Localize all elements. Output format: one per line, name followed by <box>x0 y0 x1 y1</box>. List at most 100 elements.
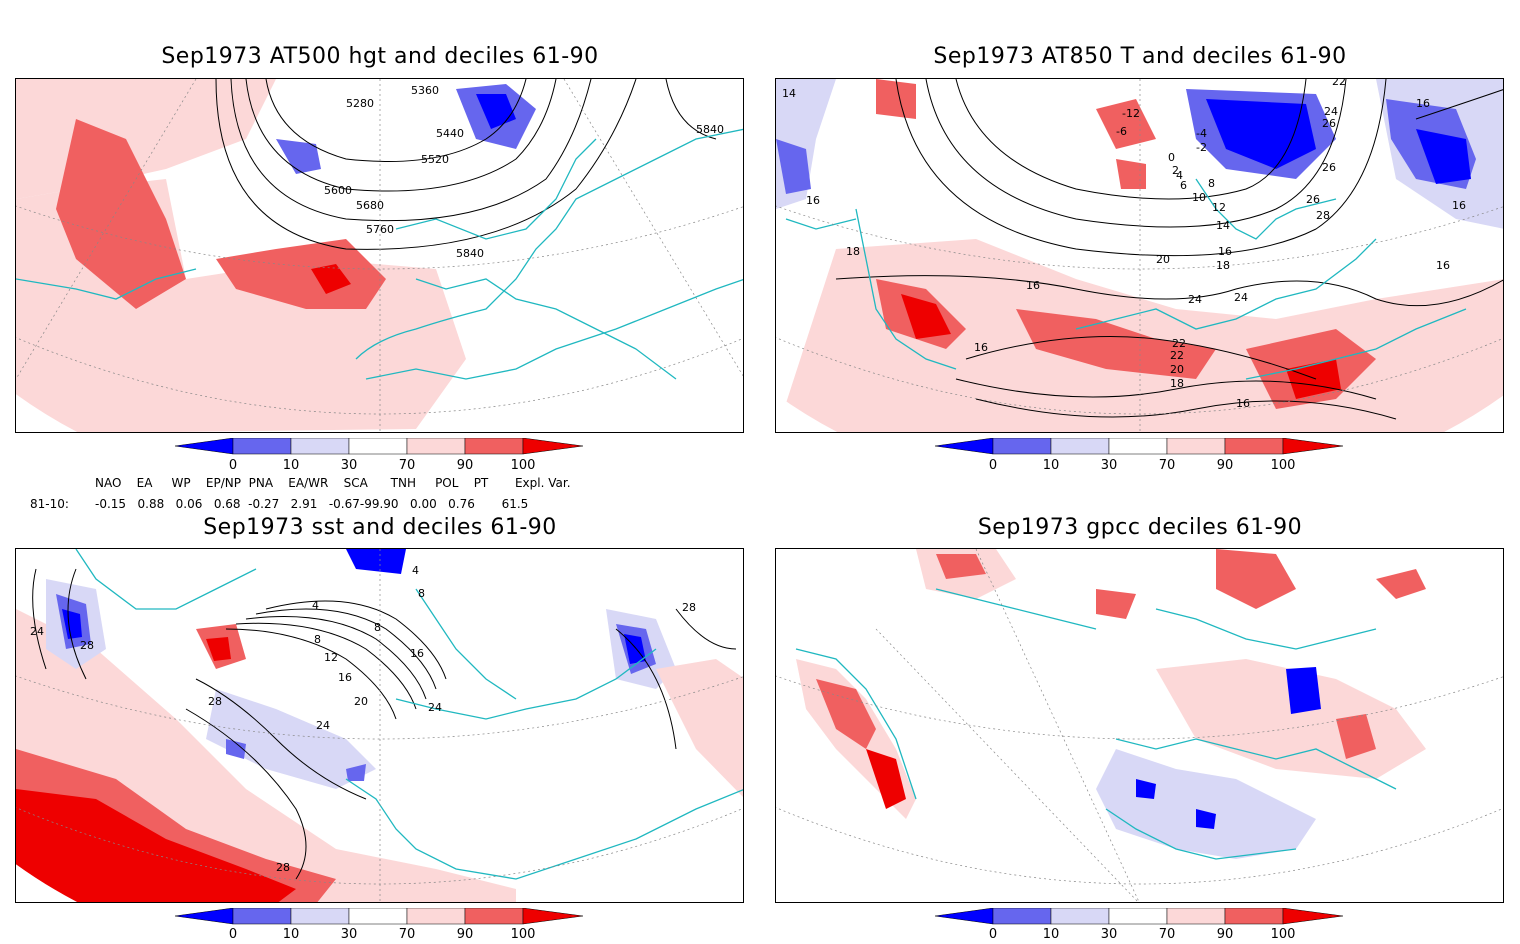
map-panel-gpcc <box>775 548 1504 903</box>
colorbar-tick: 100 <box>511 927 536 940</box>
colorbar-tick: 10 <box>1043 458 1060 472</box>
colorbar-tick: 0 <box>989 927 997 940</box>
contour-label: 5680 <box>356 199 384 212</box>
contour-label: -6 <box>1116 125 1127 138</box>
contour-label: 26 <box>1322 161 1336 174</box>
contour-label: 5360 <box>411 84 439 97</box>
contour-label: 5840 <box>696 123 724 136</box>
map-panel-t850: 14 16 16 16 16 16 16 16 18 18 18 20 20 2… <box>775 78 1504 433</box>
contour-label: 24 <box>428 701 442 714</box>
contour-label: 24 <box>1234 291 1248 304</box>
contour-label: 24 <box>1324 105 1338 118</box>
colorbar-sst: 0 10 30 70 90 100 <box>174 907 595 944</box>
map-sst-svg: 24 28 28 28 28 24 24 20 16 12 8 8 8 4 4 … <box>16 549 743 902</box>
contour-label: 28 <box>682 601 696 614</box>
contour-label: 16 <box>338 671 352 684</box>
colorbar-tick: 90 <box>457 927 474 940</box>
contour-label: 18 <box>1216 259 1230 272</box>
colorbar-gpcc: 0 10 30 70 90 100 <box>934 907 1355 944</box>
contour-label: 28 <box>1316 209 1330 222</box>
contour-label: 2 <box>1172 164 1179 177</box>
colorbar-tick: 10 <box>283 458 300 472</box>
panel-title-t850: Sep1973 AT850 T and deciles 61-90 <box>933 44 1347 69</box>
contour-label: 24 <box>1188 293 1202 306</box>
colorbar-tick: 0 <box>229 927 237 940</box>
map-t850-svg: 14 16 16 16 16 16 16 16 18 18 18 20 20 2… <box>776 79 1503 432</box>
contour-label: 18 <box>846 245 860 258</box>
panel-title-hgt: Sep1973 AT500 hgt and deciles 61-90 <box>161 44 599 69</box>
contour-label: 16 <box>410 647 424 660</box>
contour-label: 4 <box>1176 169 1183 182</box>
contour-label: 24 <box>316 719 330 732</box>
contour-label: 26 <box>1306 193 1320 206</box>
colorbar-tick: 100 <box>1271 927 1296 940</box>
colorbar-tick: 0 <box>229 458 237 472</box>
contour-label: 8 <box>1208 177 1215 190</box>
contour-label: 18 <box>1170 377 1184 390</box>
contour-label: 16 <box>1436 259 1450 272</box>
map-panel-sst: 24 28 28 28 28 24 24 20 16 12 8 8 8 4 4 … <box>15 548 744 903</box>
contour-label: 4 <box>312 599 319 612</box>
contour-label: 12 <box>1212 201 1226 214</box>
colorbar-tick: 30 <box>1101 458 1118 472</box>
contour-label: 24 <box>30 625 44 638</box>
contour-label: 8 <box>314 633 321 646</box>
contour-label: 10 <box>1192 191 1206 204</box>
map-panel-hgt: 5280 5360 5440 5520 5600 5680 5760 5840 … <box>15 78 744 433</box>
indices-header: NAO EA WP EP/NP PNA EA/WR SCA TNH POL PT… <box>95 476 571 490</box>
indices-row-label: 81-10: <box>30 497 69 511</box>
contour-label: -12 <box>1122 107 1140 120</box>
contour-label: 22 <box>1172 337 1186 350</box>
panel-title-gpcc: Sep1973 gpcc deciles 61-90 <box>977 515 1303 540</box>
contour-label: 8 <box>374 621 381 634</box>
contour-label: -2 <box>1196 141 1207 154</box>
colorbar-tick: 70 <box>399 458 416 472</box>
contour-label: 28 <box>276 861 290 874</box>
colorbar-tick: 90 <box>457 458 474 472</box>
contour-label: 5440 <box>436 127 464 140</box>
contour-label: 8 <box>418 587 425 600</box>
contour-label: -4 <box>1196 127 1207 140</box>
contour-label: 5280 <box>346 97 374 110</box>
contour-label: 22 <box>1170 349 1184 362</box>
contour-label: 5840 <box>456 247 484 260</box>
contour-label: 20 <box>1156 253 1170 266</box>
contour-label: 22 <box>1332 79 1346 88</box>
contour-label: 5600 <box>324 184 352 197</box>
colorbar-tick: 90 <box>1217 458 1234 472</box>
panel-title-sst: Sep1973 sst and deciles 61-90 <box>203 515 557 540</box>
contour-label: 16 <box>1026 279 1040 292</box>
colorbar-tick: 10 <box>283 927 300 940</box>
contour-label: 14 <box>1216 219 1230 232</box>
contour-label: 16 <box>974 341 988 354</box>
contour-label: 16 <box>806 194 820 207</box>
colorbar-tick: 70 <box>1159 927 1176 940</box>
contour-label: 14 <box>782 87 796 100</box>
colorbar-tick: 0 <box>989 458 997 472</box>
colorbar-tick: 70 <box>399 927 416 940</box>
contour-label: 16 <box>1236 397 1250 410</box>
map-gpcc-svg <box>776 549 1503 902</box>
contour-label: 26 <box>1322 117 1336 130</box>
contour-label: 28 <box>80 639 94 652</box>
contour-label: 12 <box>324 651 338 664</box>
colorbar-t850: 0 10 30 70 90 100 <box>934 437 1355 476</box>
contour-label: 0 <box>1168 151 1175 164</box>
contour-label: 16 <box>1218 245 1232 258</box>
colorbar-tick: 30 <box>1101 927 1118 940</box>
colorbar-tick: 30 <box>341 458 358 472</box>
indices-values: -0.15 0.88 0.06 0.68 -0.27 2.91 -0.67-99… <box>95 497 529 511</box>
contour-label: 5520 <box>421 153 449 166</box>
colorbar-tick: 100 <box>1271 458 1296 472</box>
contour-label: 16 <box>1452 199 1466 212</box>
contour-label: 20 <box>354 695 368 708</box>
contour-label: 6 <box>1180 179 1187 192</box>
colorbar-hgt: 0 10 30 70 90 100 <box>174 437 595 476</box>
contour-label: 5760 <box>366 223 394 236</box>
colorbar-tick: 70 <box>1159 458 1176 472</box>
colorbar-tick: 10 <box>1043 927 1060 940</box>
colorbar-tick: 100 <box>511 458 536 472</box>
contour-label: 16 <box>1416 97 1430 110</box>
map-hgt-svg: 5280 5360 5440 5520 5600 5680 5760 5840 … <box>16 79 743 432</box>
colorbar-tick: 30 <box>341 927 358 940</box>
